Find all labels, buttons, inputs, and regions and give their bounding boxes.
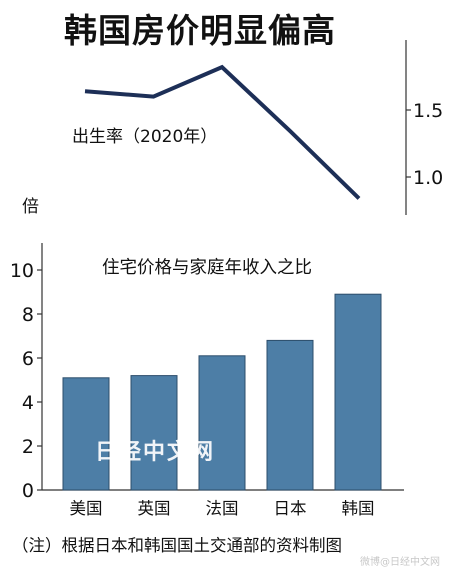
category-label: 日本 — [274, 499, 307, 518]
price-income-bar — [334, 293, 382, 491]
birth-rate-series-line — [84, 64, 361, 200]
price-income-y-tick-label: 2 — [22, 436, 34, 458]
price-income-y-tick-label: 0 — [22, 480, 34, 502]
price-income-bar — [266, 339, 314, 491]
price-income-bar — [62, 377, 110, 491]
price-income-y-tick-label: 4 — [22, 392, 34, 414]
category-label: 英国 — [138, 499, 171, 518]
price-income-y-tick-label: 10 — [10, 260, 34, 282]
price-income-bar — [198, 355, 246, 491]
category-label: 美国 — [70, 499, 103, 518]
figure-title: 韩国房价明显偏高 — [64, 11, 336, 50]
price-income-chart-title: 住宅价格与家庭年收入之比 — [102, 258, 312, 278]
birth-rate-chart-title: 出生率（2020年） — [72, 127, 217, 147]
category-label: 韩国 — [342, 499, 375, 518]
price-income-y-tick-label: 6 — [22, 348, 34, 370]
price-income-y-tick-label: 8 — [22, 304, 34, 326]
price-income-bar — [130, 375, 178, 491]
unit-label: 倍 — [22, 197, 39, 217]
source-note: （注）根据日本和韩国国土交通部的资料制图 — [12, 536, 342, 555]
category-label: 法国 — [206, 499, 239, 518]
watermark-text: 日经中文网 — [95, 439, 215, 465]
birth-rate-y-tick-label: 1.0 — [413, 167, 443, 189]
credit-text: 微博@日经中文网 — [360, 557, 440, 568]
birth-rate-y-tick-label: 1.5 — [413, 100, 443, 122]
